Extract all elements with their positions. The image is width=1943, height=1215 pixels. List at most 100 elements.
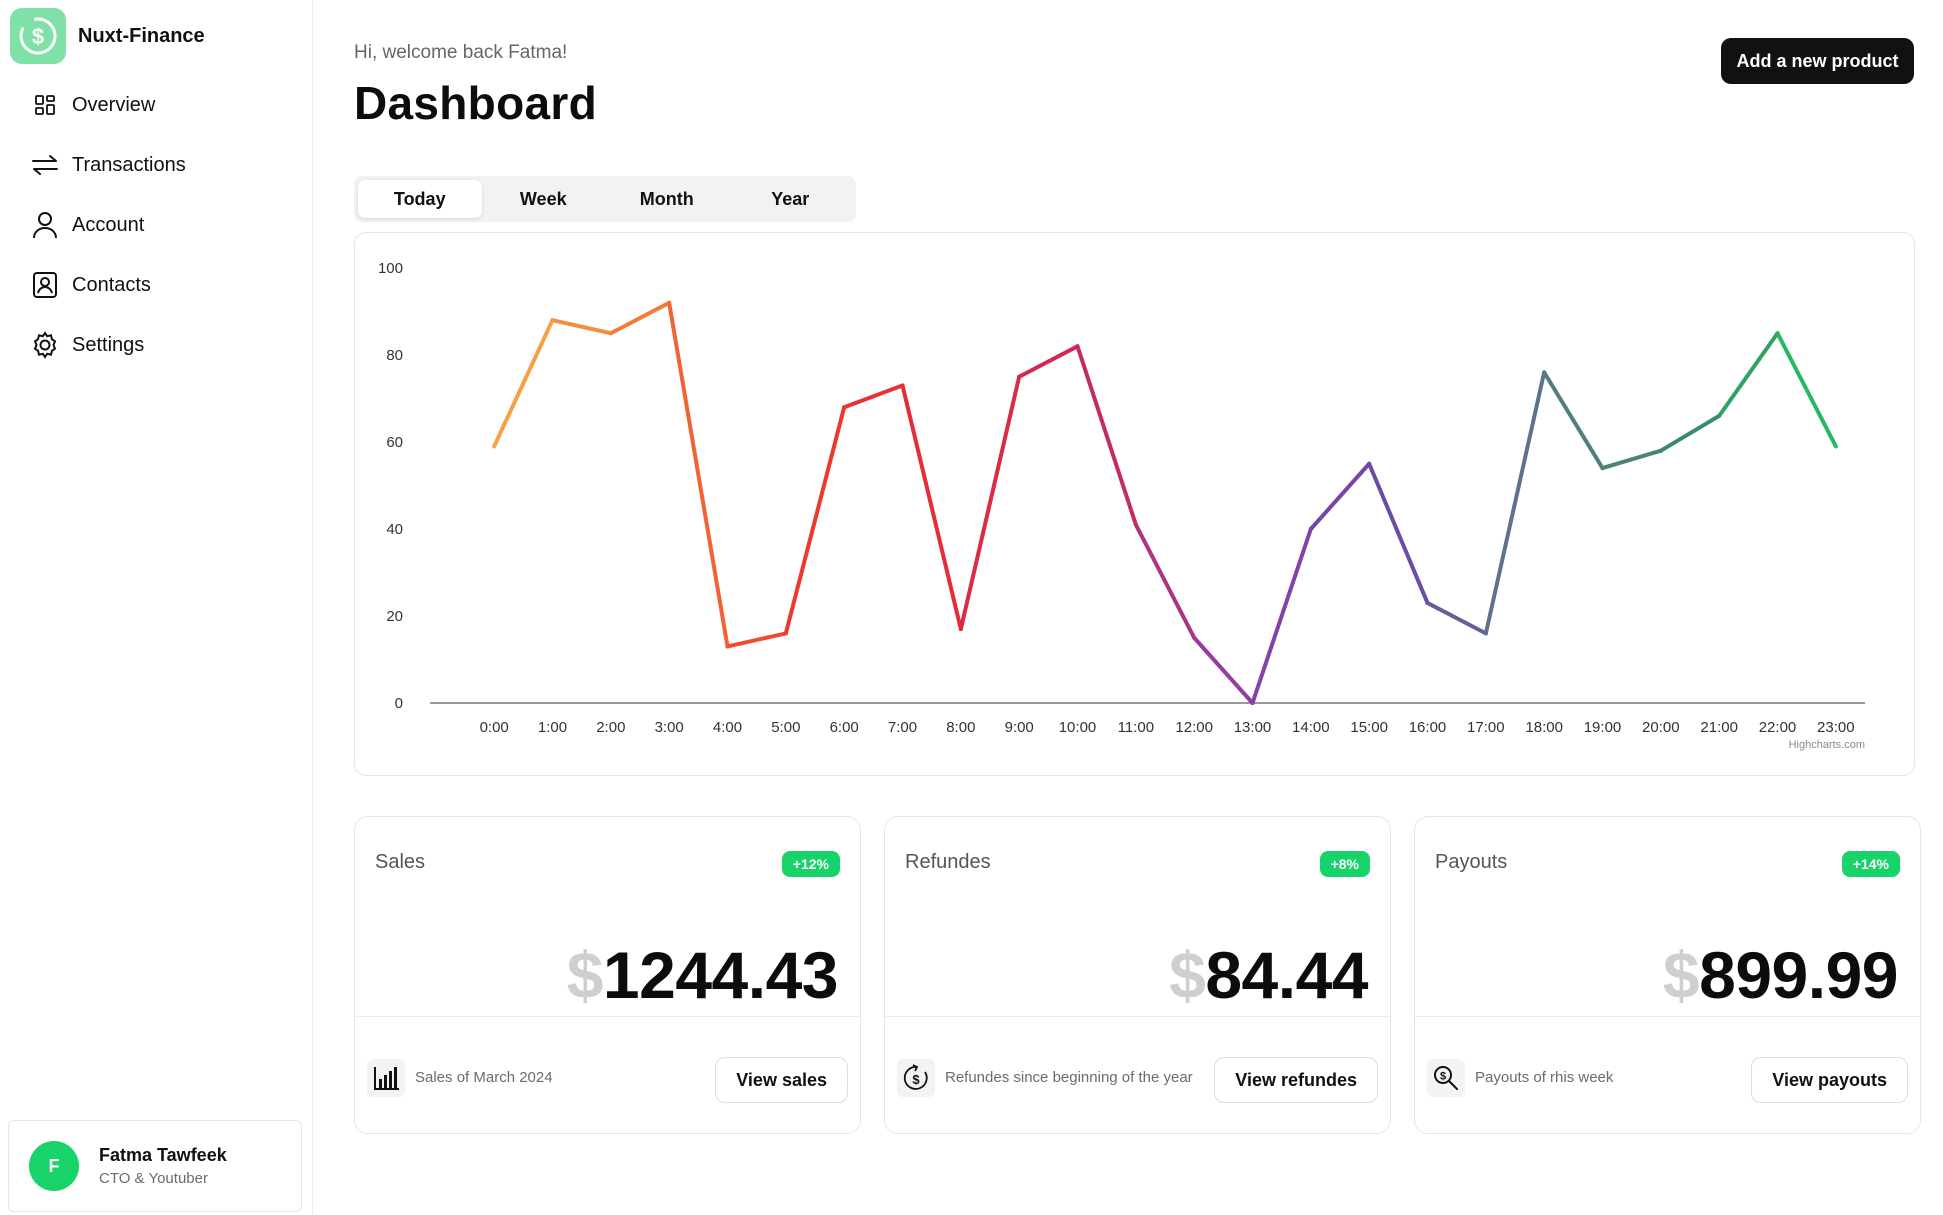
data-point — [1600, 466, 1605, 471]
card-title: Sales — [375, 851, 426, 873]
sidebar-item-transactions[interactable]: Transactions — [28, 135, 186, 195]
sidebar-item-account[interactable]: Account — [28, 195, 186, 255]
add-product-button[interactable]: Add a new product — [1721, 38, 1914, 84]
bar-chart-icon — [367, 1059, 405, 1097]
tab-week[interactable]: Week — [519, 188, 567, 209]
y-tick-label: 80 — [386, 347, 403, 364]
series-segment — [492, 318, 555, 449]
data-point — [1658, 448, 1663, 453]
series-segment — [842, 383, 905, 410]
svg-text:$: $ — [1440, 1071, 1446, 1083]
x-tick-label: 10:00 — [1059, 719, 1097, 736]
card-subtitle: Sales of March 2024 — [415, 1069, 553, 1086]
contact-card-icon — [28, 268, 62, 302]
period-tabs: Today Week Month Year — [354, 176, 856, 222]
brand-name: Nuxt-Finance — [78, 24, 205, 47]
tab-today[interactable]: Today — [358, 180, 482, 218]
grid-icon — [28, 88, 62, 122]
x-tick-label: 8:00 — [946, 719, 975, 736]
growth-badge: +8% — [1319, 851, 1370, 877]
view-sales-button[interactable]: View sales — [715, 1057, 848, 1103]
avatar: F — [29, 1141, 79, 1191]
sidebar-nav: Overview Transactions Account — [28, 75, 186, 375]
sales-card: Sales +12% $1244.43 Sales of March 2024 … — [354, 816, 861, 1134]
series-segment — [1308, 461, 1372, 531]
dollar-circle-icon: $ — [10, 8, 66, 64]
view-payouts-button[interactable]: View payouts — [1751, 1057, 1908, 1103]
y-tick-label: 0 — [395, 695, 403, 712]
series-segment — [783, 405, 847, 636]
y-tick-label: 20 — [386, 608, 403, 625]
refund-coin-icon: $ — [897, 1059, 935, 1097]
series-segment — [1367, 461, 1430, 605]
data-point — [492, 444, 497, 449]
gear-icon — [28, 328, 62, 362]
data-point — [842, 405, 847, 410]
profile-name: Fatma Tawfeek — [99, 1145, 227, 1165]
series-segment — [550, 318, 613, 336]
line-chart: 0 20 40 60 80 100 0:00 1:00 2:00 3:00 4:00 5:00 6:00… — [378, 260, 1865, 751]
x-tick-label: 2:00 — [596, 719, 625, 736]
view-refunds-button[interactable]: View refundes — [1214, 1057, 1378, 1103]
sidebar-item-overview[interactable]: Overview — [28, 75, 186, 135]
profile-role: CTO & Youtuber — [99, 1170, 208, 1187]
y-tick-label: 40 — [386, 521, 403, 538]
series-segment — [1075, 344, 1138, 527]
series-segment — [1133, 522, 1197, 640]
card-title: Payouts — [1435, 851, 1508, 873]
divider — [355, 1016, 860, 1017]
x-tick-label: 1:00 — [538, 719, 567, 736]
data-point — [1833, 444, 1838, 449]
data-point — [667, 300, 672, 305]
x-tick-label: 13:00 — [1234, 719, 1272, 736]
data-point — [1542, 370, 1547, 375]
x-tick-label: 22:00 — [1759, 719, 1797, 736]
series-segment — [900, 383, 963, 632]
data-point — [1367, 461, 1372, 466]
currency-symbol: $ — [1662, 938, 1700, 1012]
x-tick-label: 12:00 — [1175, 719, 1213, 736]
series-segment — [1717, 331, 1780, 418]
tab-year[interactable]: Year — [771, 188, 810, 209]
sidebar: $ Nuxt-Finance Overview Transactions — [0, 0, 313, 1215]
x-tick-label: 23:00 — [1817, 719, 1855, 736]
card-amount: $899.99 — [1662, 937, 1899, 1013]
series-segment — [1658, 413, 1722, 453]
series-segment — [1600, 448, 1663, 471]
data-point — [958, 627, 963, 632]
user-profile[interactable]: F Fatma Tawfeek CTO & Youtuber — [8, 1120, 302, 1212]
series-segment — [1192, 635, 1255, 705]
page-title: Dashboard — [354, 77, 597, 129]
data-point — [1775, 331, 1780, 336]
currency-symbol: $ — [1169, 938, 1206, 1012]
series-segment — [725, 631, 788, 649]
series-segment — [1425, 600, 1488, 636]
card-subtitle: Payouts of rhis week — [1475, 1069, 1614, 1086]
chart-card: 0 20 40 60 80 100 0:00 1:00 2:00 3:00 4:00 5:00 6:00… — [354, 232, 1915, 776]
card-title: Refundes — [905, 851, 991, 873]
profile-text: Fatma Tawfeek CTO & Youtuber — [99, 1145, 227, 1187]
svg-text:$: $ — [32, 24, 44, 49]
data-point — [1308, 527, 1313, 531]
x-tick-label: 14:00 — [1292, 719, 1330, 736]
sidebar-item-contacts[interactable]: Contacts — [28, 255, 186, 315]
data-point — [1017, 374, 1022, 379]
brand[interactable]: $ Nuxt-Finance — [10, 8, 205, 64]
tab-month[interactable]: Month — [639, 188, 694, 209]
data-point — [1192, 635, 1197, 640]
sidebar-item-label: Transactions — [72, 153, 186, 176]
payouts-card: Payouts +14% $899.99 $ Payouts of rhis w… — [1414, 816, 1921, 1134]
growth-badge: +12% — [781, 851, 840, 877]
arrows-icon — [28, 148, 62, 182]
y-tick-label: 100 — [378, 260, 403, 277]
data-point — [1250, 701, 1255, 705]
sidebar-item-settings[interactable]: Settings — [28, 315, 186, 375]
x-tick-label: 4:00 — [713, 719, 742, 736]
x-tick-label: 20:00 — [1642, 719, 1680, 736]
divider — [885, 1016, 1390, 1017]
amount-value: 84.44 — [1205, 938, 1368, 1012]
x-tick-label: 5:00 — [771, 719, 800, 736]
sidebar-item-label: Account — [72, 213, 145, 236]
series-segment — [667, 300, 730, 649]
data-point — [550, 318, 555, 323]
